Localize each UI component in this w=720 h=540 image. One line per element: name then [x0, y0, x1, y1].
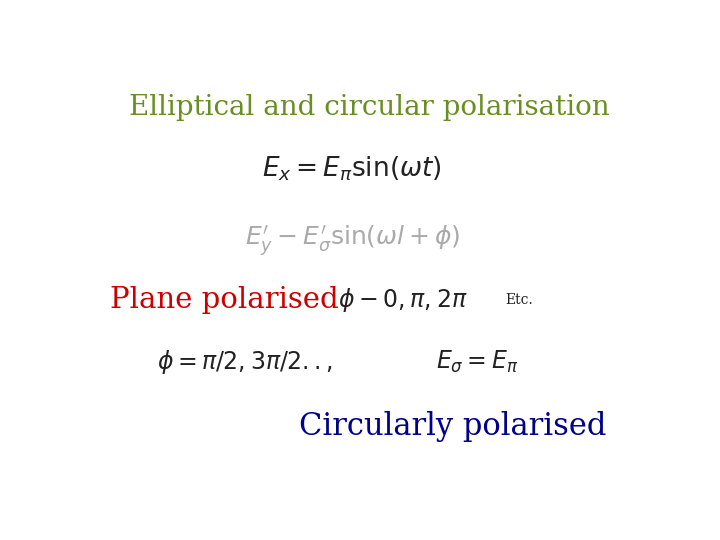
Text: $\phi - 0, \pi, 2\pi$: $\phi - 0, \pi, 2\pi$ [338, 286, 467, 314]
Text: $E_{\sigma} = E_{\pi}$: $E_{\sigma} = E_{\pi}$ [436, 349, 518, 375]
Text: Plane polarised: Plane polarised [109, 286, 338, 314]
Text: $\phi = \pi/2, 3\pi/2..,\quad$: $\phi = \pi/2, 3\pi/2..,\quad$ [157, 348, 333, 376]
Text: Elliptical and circular polarisation: Elliptical and circular polarisation [129, 94, 609, 121]
Text: Circularly polarised: Circularly polarised [299, 411, 606, 442]
Text: $E_x = E_{\pi} \sin(\omega t)$: $E_x = E_{\pi} \sin(\omega t)$ [262, 154, 442, 183]
Text: $E_y^{\prime} - E_{\sigma}^{\prime} \sin(\omega l + \phi)$: $E_y^{\prime} - E_{\sigma}^{\prime} \sin… [245, 224, 460, 259]
Text: Etc.: Etc. [505, 293, 534, 307]
